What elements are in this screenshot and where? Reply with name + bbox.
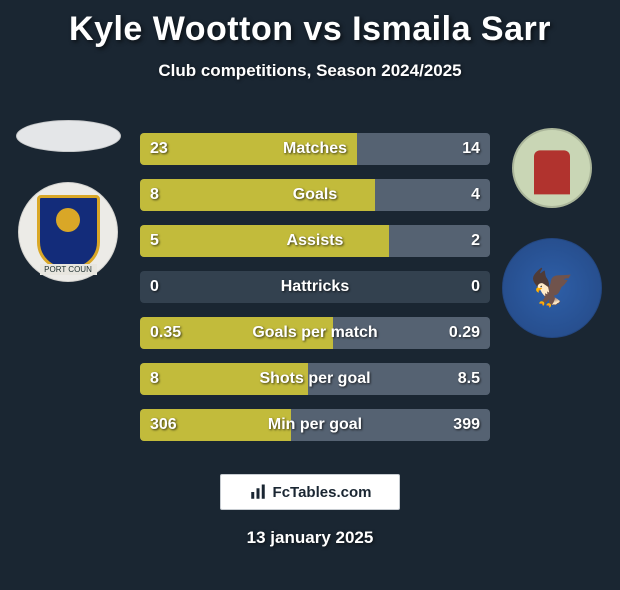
page-subtitle: Club competitions, Season 2024/2025 bbox=[0, 61, 620, 81]
date-text: 13 january 2025 bbox=[0, 528, 620, 548]
page-title: Kyle Wootton vs Ismaila Sarr bbox=[0, 10, 620, 49]
stat-label: Hattricks bbox=[140, 271, 490, 303]
stat-label: Goals per match bbox=[140, 317, 490, 349]
stat-row: 52Assists bbox=[140, 225, 490, 257]
stat-label: Min per goal bbox=[140, 409, 490, 441]
stats-bars: 2314Matches 84Goals 52Assists 00Hattricks 0.… bbox=[140, 133, 490, 441]
stat-row: 84Goals bbox=[140, 179, 490, 211]
brand-box[interactable]: FcTables.com bbox=[220, 474, 400, 510]
crest-left-text: PORT COUN bbox=[40, 264, 97, 275]
player-photo-right bbox=[512, 128, 592, 208]
brand-chart-icon bbox=[249, 483, 267, 501]
right-avatar-column: 🦅 bbox=[492, 128, 612, 338]
stat-label: Shots per goal bbox=[140, 363, 490, 395]
left-avatar-column: PORT COUN bbox=[8, 120, 128, 282]
stat-row: 88.5Shots per goal bbox=[140, 363, 490, 395]
brand-text: FcTables.com bbox=[273, 484, 372, 501]
stat-row: 0.350.29Goals per match bbox=[140, 317, 490, 349]
stat-row: 2314Matches bbox=[140, 133, 490, 165]
eagle-icon: 🦅 bbox=[530, 270, 575, 306]
stat-row: 306399Min per goal bbox=[140, 409, 490, 441]
player-photo-left bbox=[16, 120, 121, 152]
stat-label: Assists bbox=[140, 225, 490, 257]
club-crest-left: PORT COUN bbox=[18, 182, 118, 282]
club-crest-right: 🦅 bbox=[502, 238, 602, 338]
stat-label: Goals bbox=[140, 179, 490, 211]
stat-label: Matches bbox=[140, 133, 490, 165]
stat-row: 00Hattricks bbox=[140, 271, 490, 303]
